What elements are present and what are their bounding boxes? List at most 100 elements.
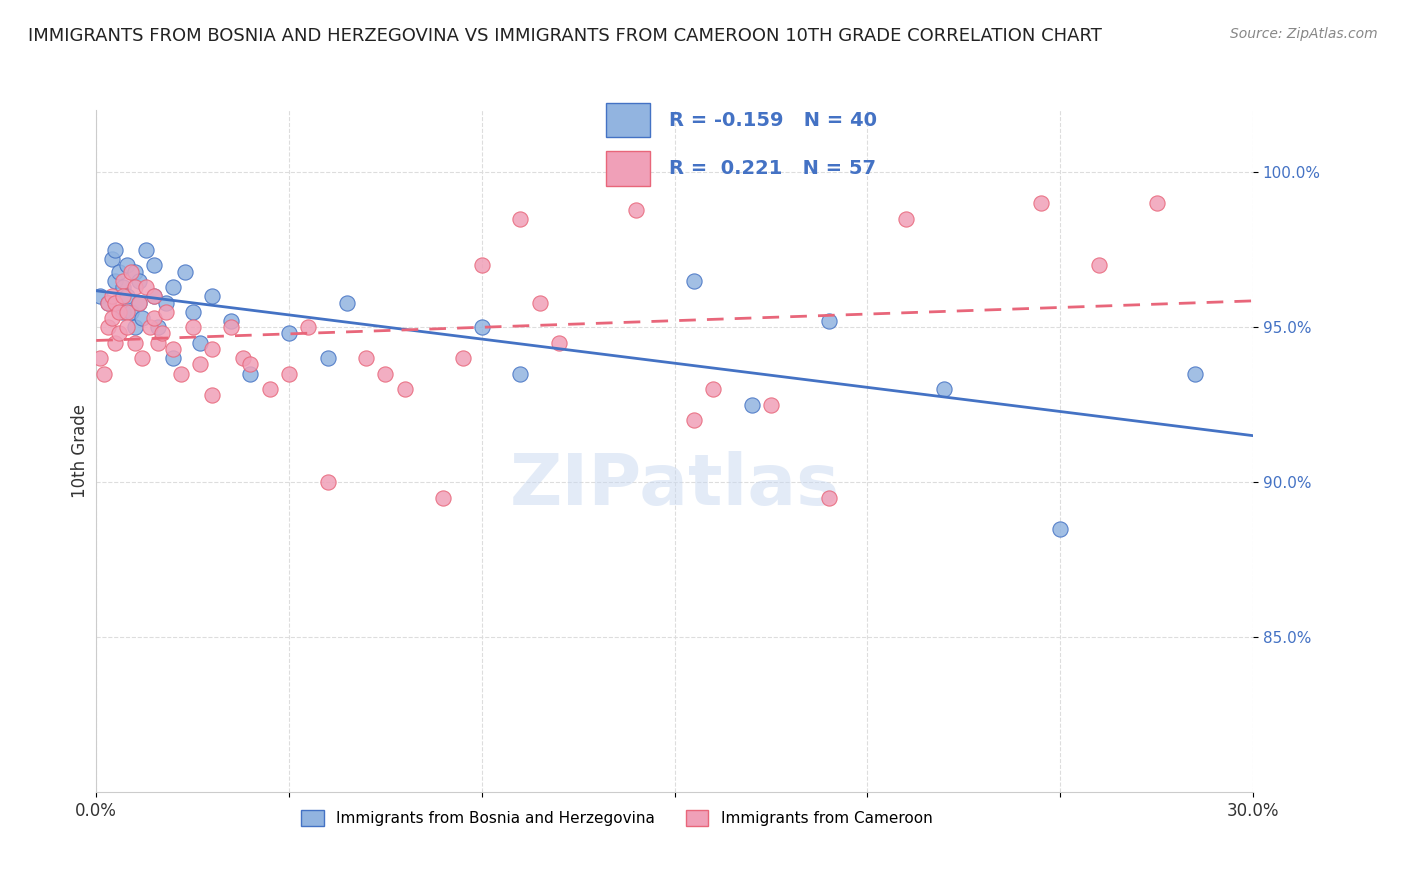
- Text: Source: ZipAtlas.com: Source: ZipAtlas.com: [1230, 27, 1378, 41]
- Text: ZIPatlas: ZIPatlas: [509, 450, 839, 520]
- Point: [336, 295, 359, 310]
- Point: [135, 243, 157, 257]
- Point: [100, 252, 122, 267]
- Point: [759, 398, 782, 412]
- Legend: Immigrants from Bosnia and Herzegovina, Immigrants from Cameroon: Immigrants from Bosnia and Herzegovina, …: [295, 804, 939, 832]
- Point: [432, 491, 454, 505]
- Point: [115, 289, 138, 303]
- Point: [104, 243, 127, 257]
- Point: [97, 320, 120, 334]
- Point: [155, 295, 177, 310]
- Point: [115, 258, 138, 272]
- Point: [278, 367, 301, 381]
- Point: [143, 310, 166, 325]
- Point: [124, 320, 146, 334]
- Point: [741, 398, 763, 412]
- Point: [162, 280, 184, 294]
- Point: [131, 310, 153, 325]
- Point: [162, 351, 184, 366]
- Point: [219, 314, 242, 328]
- Point: [108, 305, 131, 319]
- Point: [548, 335, 571, 350]
- Point: [108, 326, 131, 341]
- Point: [143, 289, 166, 303]
- Point: [683, 413, 704, 427]
- Point: [89, 289, 111, 303]
- Point: [817, 314, 839, 328]
- FancyBboxPatch shape: [606, 103, 650, 137]
- Point: [100, 289, 122, 303]
- Point: [1087, 258, 1109, 272]
- Point: [112, 280, 135, 294]
- Point: [451, 351, 474, 366]
- Point: [894, 211, 917, 226]
- Text: R =  0.221   N = 57: R = 0.221 N = 57: [669, 159, 876, 178]
- Point: [124, 335, 146, 350]
- Point: [128, 274, 150, 288]
- Point: [155, 305, 177, 319]
- Point: [239, 367, 262, 381]
- Point: [170, 367, 193, 381]
- Point: [128, 295, 150, 310]
- Point: [173, 264, 195, 278]
- Point: [112, 274, 135, 288]
- Point: [100, 310, 122, 325]
- Point: [104, 335, 127, 350]
- Point: [112, 305, 135, 319]
- Point: [239, 358, 262, 372]
- FancyBboxPatch shape: [606, 152, 650, 186]
- Point: [297, 320, 319, 334]
- Point: [181, 305, 204, 319]
- Point: [124, 280, 146, 294]
- Point: [219, 320, 242, 334]
- Point: [529, 295, 551, 310]
- Point: [97, 295, 120, 310]
- Point: [104, 274, 127, 288]
- Point: [139, 320, 162, 334]
- Point: [509, 211, 531, 226]
- Point: [120, 264, 142, 278]
- Point: [143, 289, 166, 303]
- Point: [1146, 196, 1168, 211]
- Point: [201, 342, 224, 356]
- Point: [120, 305, 142, 319]
- Point: [201, 289, 224, 303]
- Point: [150, 326, 173, 341]
- Point: [188, 335, 211, 350]
- Point: [162, 342, 184, 356]
- Point: [104, 295, 127, 310]
- Point: [143, 258, 166, 272]
- Point: [394, 382, 416, 396]
- Point: [97, 295, 120, 310]
- Point: [934, 382, 956, 396]
- Point: [93, 367, 115, 381]
- Point: [115, 320, 138, 334]
- Point: [112, 289, 135, 303]
- Point: [316, 475, 339, 490]
- Point: [1049, 522, 1071, 536]
- Point: [509, 367, 531, 381]
- Point: [135, 280, 157, 294]
- Point: [1029, 196, 1052, 211]
- Point: [108, 264, 131, 278]
- Point: [188, 358, 211, 372]
- Point: [131, 351, 153, 366]
- Text: IMMIGRANTS FROM BOSNIA AND HERZEGOVINA VS IMMIGRANTS FROM CAMEROON 10TH GRADE CO: IMMIGRANTS FROM BOSNIA AND HERZEGOVINA V…: [28, 27, 1102, 45]
- Point: [702, 382, 724, 396]
- Point: [128, 295, 150, 310]
- Point: [146, 320, 169, 334]
- Point: [1184, 367, 1206, 381]
- Point: [817, 491, 839, 505]
- Y-axis label: 10th Grade: 10th Grade: [72, 404, 89, 499]
- Text: R = -0.159   N = 40: R = -0.159 N = 40: [669, 111, 877, 129]
- Point: [201, 388, 224, 402]
- Point: [181, 320, 204, 334]
- Point: [471, 258, 494, 272]
- Point: [124, 264, 146, 278]
- Point: [624, 202, 647, 217]
- Point: [89, 351, 111, 366]
- Point: [471, 320, 494, 334]
- Point: [115, 305, 138, 319]
- Point: [146, 335, 169, 350]
- Point: [354, 351, 377, 366]
